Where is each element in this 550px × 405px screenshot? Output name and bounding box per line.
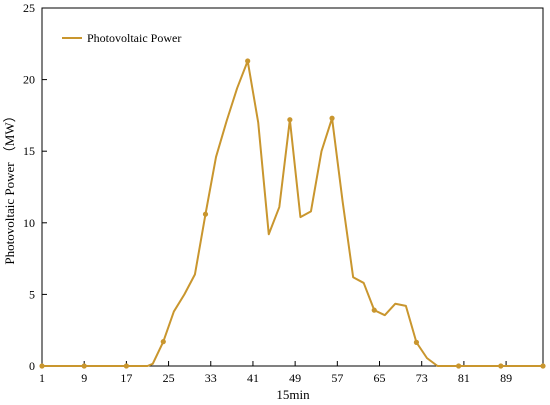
data-point <box>413 339 420 345</box>
x-tick-label: 33 <box>205 371 217 385</box>
y-axis-label: Photovoltaic Power （MW） <box>2 109 17 264</box>
data-point <box>81 363 87 369</box>
data-point <box>371 307 377 313</box>
data-point <box>123 363 129 369</box>
data-point <box>245 58 251 64</box>
x-tick-label: 41 <box>247 371 259 385</box>
y-tick-label: 15 <box>23 144 35 158</box>
y-tick-label: 10 <box>23 216 35 230</box>
x-tick-label: 57 <box>331 371 343 385</box>
x-tick-label: 81 <box>458 371 470 385</box>
data-point <box>456 363 462 369</box>
x-tick-label: 25 <box>163 371 175 385</box>
x-tick-label: 89 <box>500 371 512 385</box>
data-point <box>540 363 546 369</box>
x-tick-label: 1 <box>39 371 45 385</box>
x-axis-ticks: 1 9 17 25 33 41 49 57 65 73 81 89 <box>39 361 512 385</box>
x-tick-label: 9 <box>81 371 87 385</box>
series-layer <box>39 58 546 369</box>
x-axis-label: 15min <box>276 387 310 402</box>
data-point <box>160 339 166 345</box>
legend: Photovoltaic Power <box>62 31 181 45</box>
data-point <box>498 363 504 369</box>
data-point <box>202 211 209 217</box>
data-point <box>329 115 335 121</box>
legend-label: Photovoltaic Power <box>87 31 181 45</box>
data-point <box>287 117 293 123</box>
x-tick-label: 49 <box>289 371 301 385</box>
y-tick-label: 5 <box>29 287 35 301</box>
x-tick-label: 17 <box>120 371 132 385</box>
y-axis-ticks: 0 5 10 15 20 25 <box>23 1 47 373</box>
y-tick-label: 25 <box>23 1 35 15</box>
x-tick-label: 65 <box>374 371 386 385</box>
y-tick-label: 20 <box>23 73 35 87</box>
y-tick-label: 0 <box>29 359 35 373</box>
plot-frame <box>41 7 544 367</box>
x-tick-label: 73 <box>416 371 428 385</box>
data-point <box>39 363 45 369</box>
series-line <box>42 59 543 367</box>
